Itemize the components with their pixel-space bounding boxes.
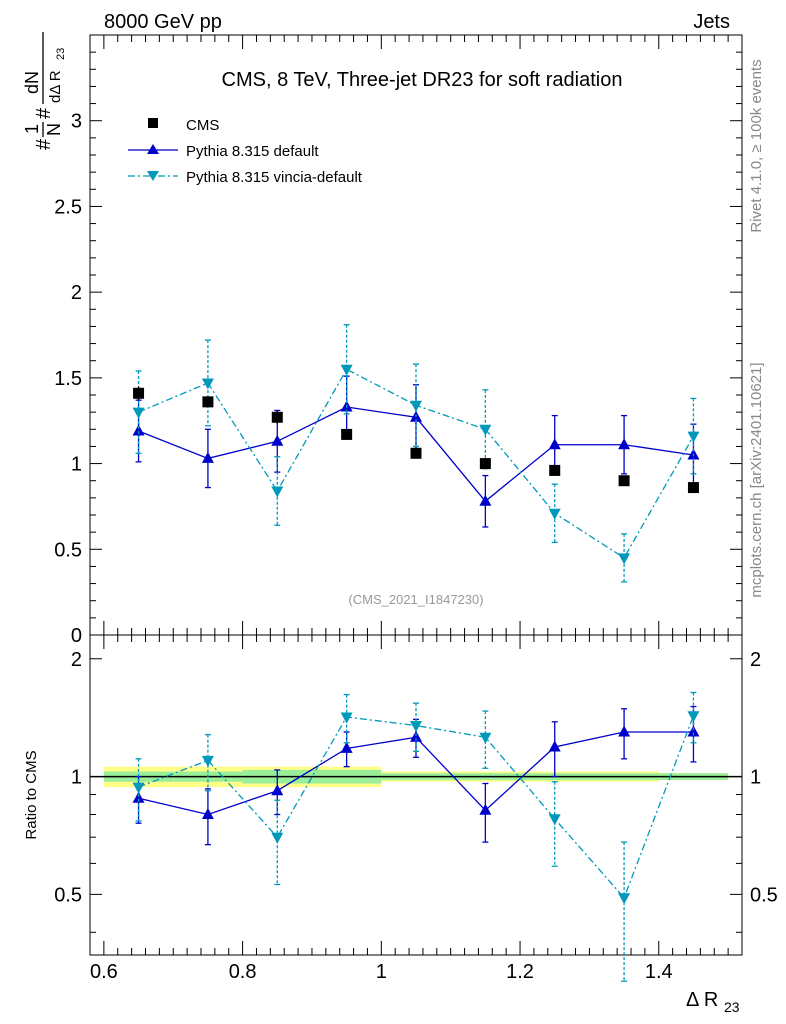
pythia-8-315-vincia-default-marker [687,431,700,443]
cms-marker [202,396,214,408]
cms-marker [687,482,699,494]
ratio-y-tick-label-right: 1 [750,767,761,789]
ratio-axis-ticks: 0.5 0.5 1 1 2 2 0.6 0.8 1 1.2 1.4 [54,635,778,983]
pythia-8-315-vincia-default-marker [479,424,492,436]
x-tick-label: 0.6 [90,961,118,983]
ratio-y-tick-label-right: 0.5 [750,884,778,906]
legend-marker-cms [148,118,158,128]
mcplots-label: mcplots.cern.ch [arXiv:2401.10621] [748,362,765,597]
pythia-8-315-default-marker [132,791,145,803]
cms-marker [133,387,145,399]
ratio-panel-frame [89,634,743,956]
rivet-label: Rivet 4.1.0, ≥ 100k events [748,59,765,232]
pythia-8-315-vincia-default-marker [132,782,145,794]
main-axis-ticks: 0 0.5 1 1.5 2 2.5 3 [54,35,742,647]
pythia-8-315-vincia-default-marker [548,508,561,520]
main-ylabel: # 1 N # dN dΔ R 23 [22,32,67,150]
legend: CMS Pythia 8.315 default Pythia 8.315 vi… [128,117,363,186]
analysis-label: (CMS_2021_I1847230) [348,592,483,607]
ratio-xlabel: Δ R 23 [686,989,740,1015]
ylabel-frac2-sub: 23 [55,48,67,60]
pythia-8-315-default-marker [410,730,422,742]
xlabel-text: Δ R [686,989,718,1011]
pythia-8-315-vincia-default-marker [201,378,214,390]
main-panel: 0 0.5 1 1.5 2 2.5 3 CMS, 8 TeV, Three-jet DR23… [22,32,743,647]
pythia-8-315-vincia-default-marker [201,755,214,767]
pythia-8-315-default-marker [687,725,700,737]
pythia-8-315-vincia-default-marker [687,711,700,723]
y-tick-label: 0.5 [54,539,82,561]
cms-marker [271,411,283,423]
ylabel-frac2-den: dΔ R [47,70,64,103]
cms-marker [479,458,491,470]
pythia-8-315-vincia-default-marker [618,893,631,905]
pythia-8-315-default-marker [479,803,492,815]
legend-label-default: Pythia 8.315 default [186,143,319,160]
y-tick-label: 2.5 [54,196,82,218]
legend-label-vincia: Pythia 8.315 vincia-default [186,169,363,186]
ylabel-frac2-num: dN [22,71,42,94]
cms-marker [618,475,630,487]
pythia-8-315-vincia-default-marker [548,814,561,826]
y-tick-label: 3 [71,111,82,133]
pythia-8-315-default-marker [479,494,492,506]
pythia-8-315-default-marker [618,438,631,450]
legend-marker-vincia [147,171,159,181]
main-title: CMS, 8 TeV, Three-jet DR23 for soft radi… [222,69,623,91]
pythia-8-315-default-marker [548,740,561,752]
pythia-8-315-default-marker [132,424,145,436]
pythia-8-315-default-marker [201,451,214,463]
pythia-8-315-vincia-default-marker [410,721,422,733]
legend-label-cms: CMS [186,117,219,134]
x-tick-label: 0.8 [229,961,257,983]
ratio-y-tick-label: 0.5 [54,884,82,906]
pythia-8-315-vincia-default-marker [271,832,284,844]
pythia-8-315-vincia-default-marker [618,553,631,565]
ratio-y-tick-label-right: 2 [750,649,761,671]
ratio-uncertainty-bands [90,766,742,788]
cms-marker [549,464,561,476]
x-tick-label: 1.2 [506,961,534,983]
ratio-panel: 0.5 0.5 1 1 2 2 0.6 0.8 1 1.2 1.4 Ratio to CMS Δ R… [23,634,778,1015]
pythia-8-315-vincia-default-marker [271,486,284,498]
ylabel-frac1-num: 1 [22,124,42,134]
y-tick-label: 0 [71,625,82,647]
pythia-8-315-default-marker [618,725,631,737]
cms-marker [341,428,353,440]
header-right: Jets [693,11,730,33]
pythia-8-315-default-marker [271,784,284,796]
pythia-8-315-default-marker [548,438,561,450]
y-tick-label: 1.5 [54,368,82,390]
ylabel-hash-1: # [33,138,55,150]
ylabel-frac1-den: N [44,123,64,136]
header-left: 8000 GeV pp [104,11,222,33]
ylabel-hash-2: # [33,107,55,119]
ratio-y-tick-label: 1 [71,767,82,789]
xlabel-sub: 23 [724,999,740,1015]
x-tick-label: 1 [376,961,387,983]
pythia-8-315-default-marker [340,741,353,753]
pythia-8-315-vincia-default-marker [410,400,422,412]
x-tick-label: 1.4 [645,961,673,983]
y-tick-label: 1 [71,454,82,476]
pythia-8-315-vincia-default-marker [340,364,353,376]
pythia-8-315-vincia-default-marker [132,407,145,419]
ratio-data-layer [132,691,700,982]
pythia-8-315-default-marker [201,807,214,819]
cms-marker [410,447,422,459]
pythia-8-315-vincia-default-marker [479,732,492,744]
legend-marker-default [147,144,159,154]
y-tick-label: 2 [71,282,82,304]
ratio-y-tick-label: 2 [71,649,82,671]
pythia-8-315-default-marker [271,434,284,446]
ratio-ylabel: Ratio to CMS [23,750,40,839]
pythia-8-315-vincia-default-marker [340,712,353,724]
main-data-layer [132,324,700,583]
